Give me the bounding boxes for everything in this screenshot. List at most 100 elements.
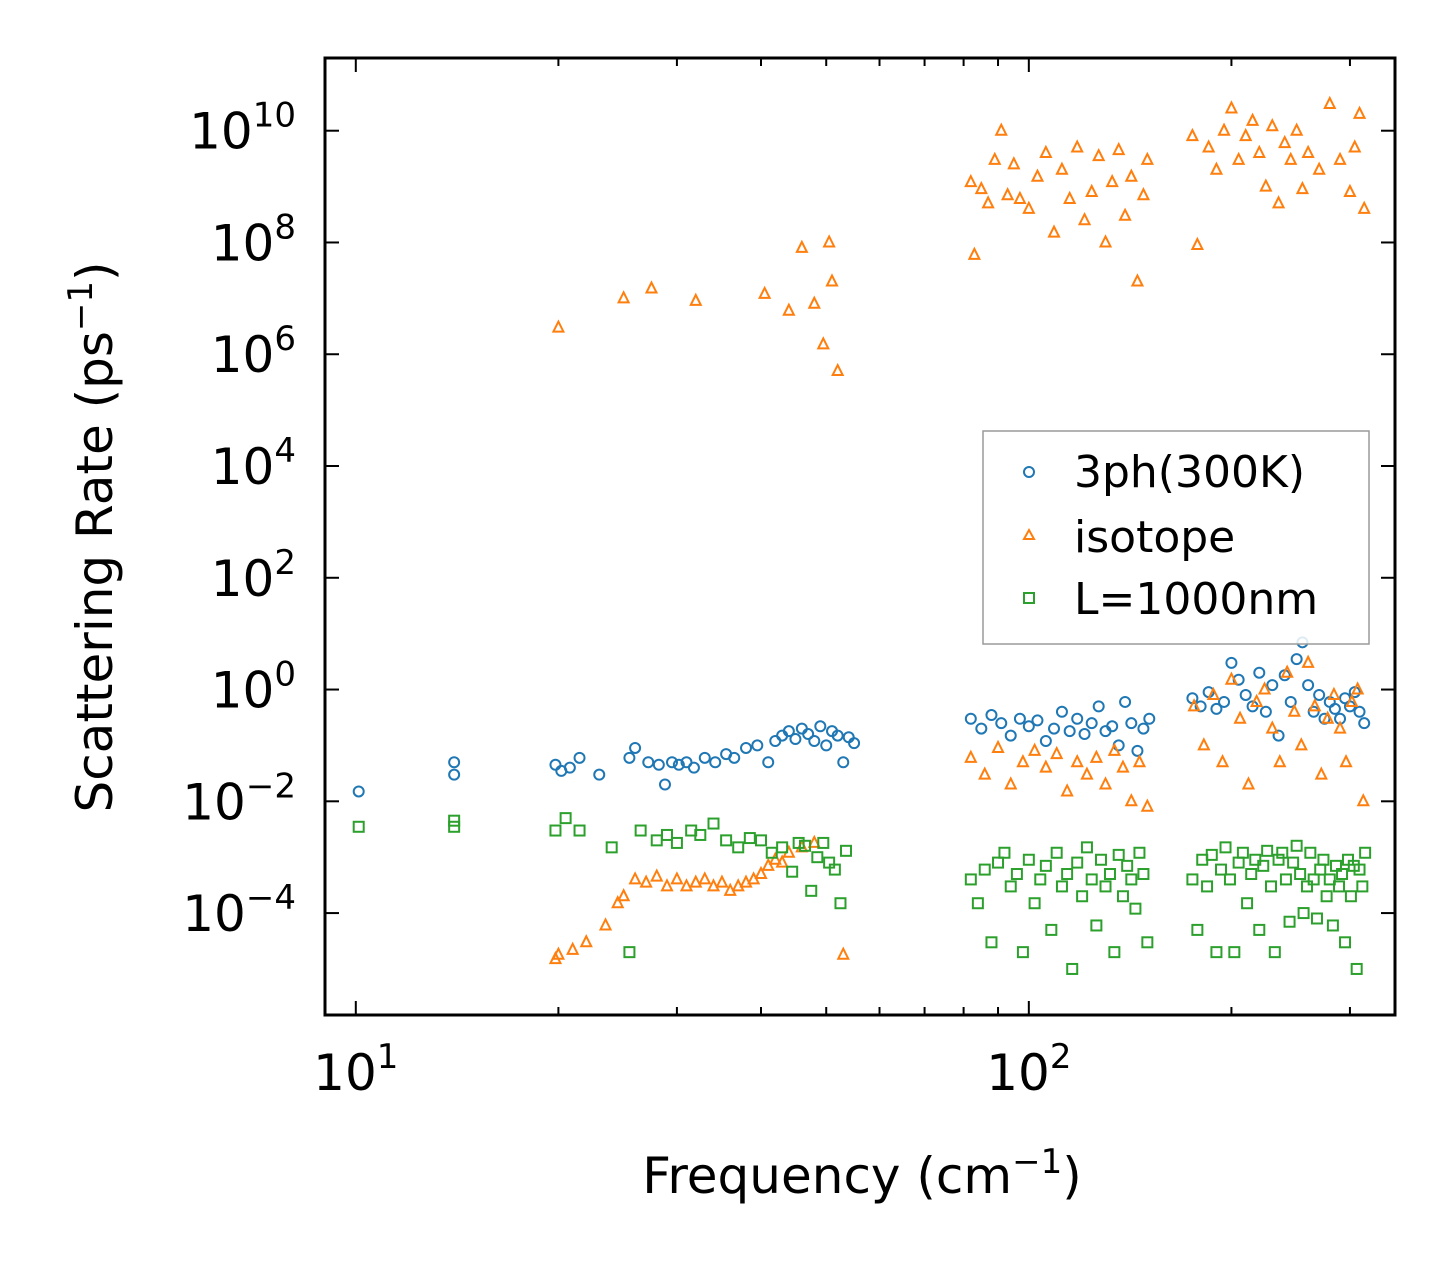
data-point [1294, 737, 1308, 751]
data-point [1116, 890, 1129, 903]
data-point [1118, 207, 1132, 221]
data-point [1201, 880, 1214, 893]
data-point [1326, 919, 1339, 932]
data-point [1022, 200, 1036, 214]
data-point [661, 828, 674, 841]
y-tick-label: 1010 [189, 96, 296, 161]
data-point [1116, 759, 1130, 773]
data-point [689, 292, 703, 306]
data-point [1261, 844, 1274, 857]
data-point [707, 817, 720, 830]
data-point [1271, 195, 1286, 209]
data-point [1252, 144, 1266, 158]
data-point [1137, 722, 1150, 735]
y-axis-label: Scattering Rate (ps−1) [61, 261, 124, 812]
data-point [652, 758, 665, 771]
data-point [1066, 962, 1079, 975]
data-point [1013, 190, 1027, 204]
series-triangle [548, 95, 1371, 965]
data-point [1272, 729, 1285, 742]
data-point [820, 739, 833, 752]
data-point [758, 285, 772, 299]
data-point [831, 729, 844, 742]
data-point [1140, 151, 1154, 165]
data-point [1125, 717, 1138, 730]
data-point [1016, 946, 1029, 959]
legend-box [982, 430, 1370, 645]
data-point [1022, 720, 1035, 733]
data-point [672, 758, 685, 771]
data-point [808, 734, 821, 747]
data-point [1356, 880, 1369, 893]
data-point [1205, 848, 1218, 861]
data-point [761, 857, 775, 871]
data-point [1202, 139, 1216, 153]
data-point [1119, 695, 1132, 708]
data-point [840, 844, 852, 857]
data-point [1290, 653, 1303, 666]
data-point [1028, 897, 1041, 910]
y-tick-label: 102 [211, 543, 296, 608]
data-point [1186, 873, 1199, 886]
data-point [1136, 187, 1151, 201]
data-point [1089, 749, 1103, 763]
data-point [1328, 702, 1341, 715]
data-point [1287, 703, 1301, 717]
data-point [1027, 742, 1042, 756]
data-point [720, 834, 733, 847]
data-point [822, 234, 836, 248]
data-point [1300, 880, 1313, 893]
data-point [1233, 710, 1247, 724]
data-point [352, 785, 365, 798]
data-point [1210, 946, 1223, 959]
data-point [1061, 868, 1074, 881]
plot-frame [323, 56, 1397, 1017]
data-point [974, 180, 988, 195]
data-point [1223, 873, 1236, 886]
data-point [666, 756, 679, 769]
data-point [1307, 873, 1320, 886]
data-point [964, 712, 977, 725]
data-point [1210, 702, 1223, 715]
series-circle [352, 636, 1371, 798]
data-point [1294, 868, 1307, 881]
data-point [837, 756, 850, 769]
data-point [709, 756, 722, 769]
data-point [1314, 863, 1327, 876]
data-point [679, 878, 694, 892]
data-point [628, 871, 642, 885]
data-point [828, 863, 841, 876]
data-point [751, 739, 764, 752]
data-point [992, 856, 1005, 869]
data-point [1071, 712, 1084, 725]
data-point [1022, 853, 1035, 866]
data-point [1031, 714, 1044, 727]
data-point [789, 733, 802, 746]
data-point [1265, 720, 1279, 734]
data-point [617, 888, 631, 902]
data-point [573, 824, 586, 837]
data-point [642, 756, 655, 769]
data-point [566, 941, 580, 955]
data-point [1257, 859, 1270, 872]
data-point [1132, 754, 1147, 768]
data-point [1232, 151, 1246, 165]
data-point [995, 717, 1008, 730]
data-point [998, 846, 1011, 859]
data-point [448, 756, 461, 769]
data-point [1124, 168, 1138, 182]
legend-label-3ph: 3ph(300K) [1074, 447, 1305, 498]
data-point [1060, 783, 1074, 797]
data-point [1329, 859, 1342, 872]
data-point [1050, 846, 1063, 859]
data-point [1092, 700, 1105, 713]
data-point [1185, 127, 1200, 142]
y-tick-label: 106 [211, 319, 296, 384]
data-point [1284, 151, 1298, 165]
data-point [448, 768, 461, 781]
data-point [623, 751, 636, 764]
ticks-layer: 101 102 10−4 10−2 100 102 104 106 108 1010 [182, 58, 1395, 1102]
data-point [825, 273, 839, 287]
data-point [1055, 161, 1069, 175]
data-point [658, 778, 671, 791]
